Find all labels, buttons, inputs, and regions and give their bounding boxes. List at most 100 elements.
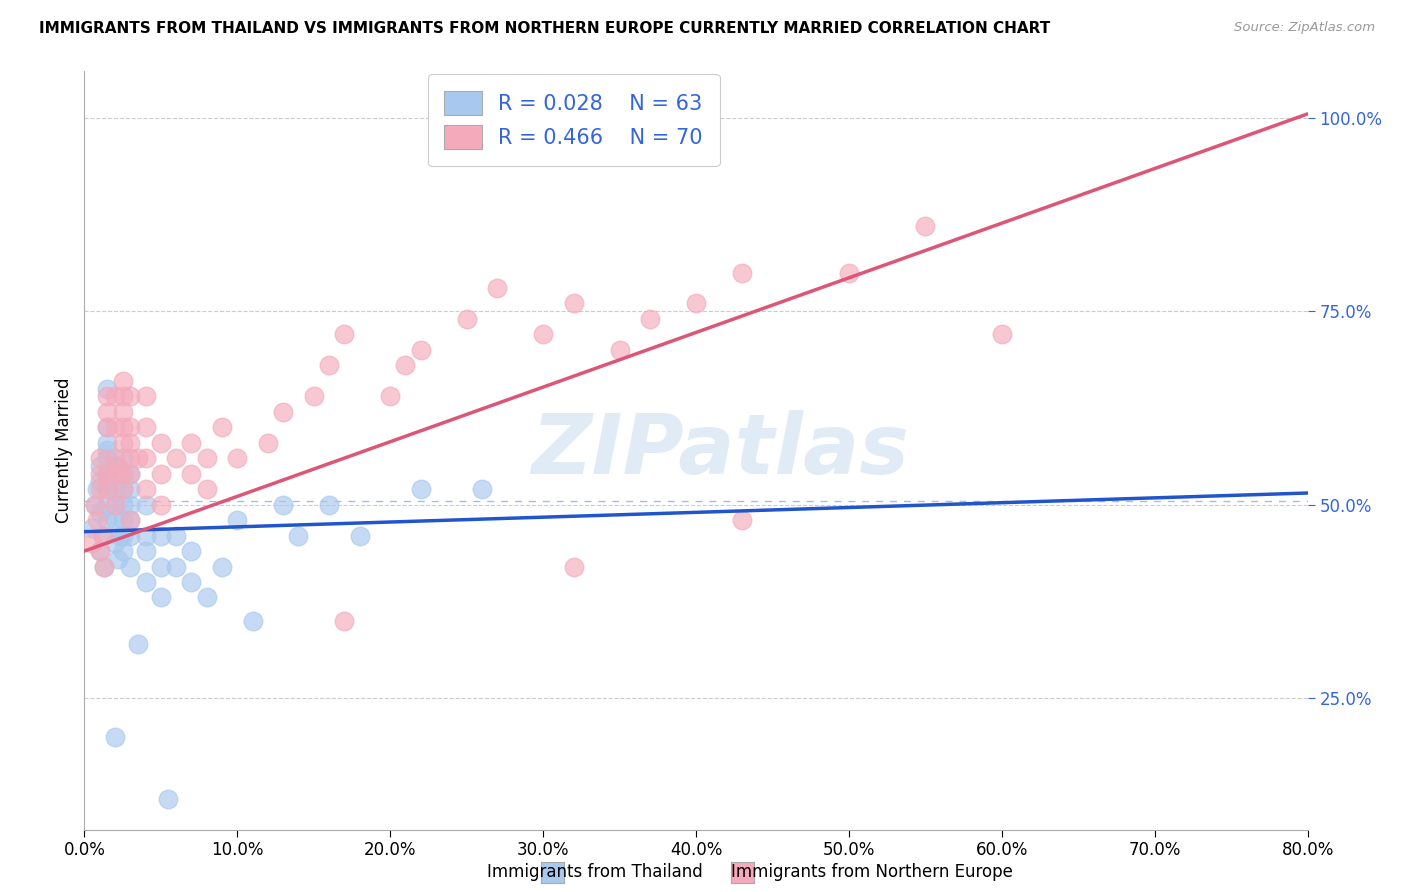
- Point: [302, 389, 325, 403]
- Point: [89, 505, 111, 519]
- Point: [120, 482, 142, 496]
- Point: [120, 513, 142, 527]
- Text: IMMIGRANTS FROM THAILAND VS IMMIGRANTS FROM NORTHERN EUROPE CURRENTLY MARRIED CO: IMMIGRANTS FROM THAILAND VS IMMIGRANTS F…: [39, 21, 1050, 36]
- Point: [104, 482, 127, 496]
- Point: [96, 467, 118, 481]
- Point: [96, 451, 118, 466]
- Point: [104, 498, 127, 512]
- Point: [120, 498, 142, 512]
- Point: [111, 451, 134, 466]
- Point: [96, 443, 118, 458]
- Point: [165, 451, 187, 466]
- Point: [120, 513, 142, 527]
- Point: [135, 482, 157, 496]
- Point: [80, 536, 103, 550]
- Point: [991, 327, 1014, 342]
- Point: [149, 591, 172, 605]
- Point: [107, 551, 129, 566]
- Point: [104, 458, 127, 473]
- Point: [86, 513, 108, 527]
- Point: [135, 420, 157, 434]
- Point: [104, 389, 127, 403]
- Point: [120, 559, 142, 574]
- Point: [914, 219, 936, 233]
- Text: Immigrants from Northern Europe: Immigrants from Northern Europe: [731, 863, 1012, 881]
- Point: [104, 498, 127, 512]
- Point: [111, 405, 134, 419]
- Point: [120, 528, 142, 542]
- Point: [333, 614, 356, 628]
- Point: [89, 467, 111, 481]
- Point: [135, 528, 157, 542]
- Point: [111, 544, 134, 558]
- Y-axis label: Currently Married: Currently Married: [55, 377, 73, 524]
- Point: [211, 420, 233, 434]
- Point: [89, 475, 111, 489]
- Text: ZIPatlas: ZIPatlas: [531, 410, 910, 491]
- Point: [93, 559, 115, 574]
- Point: [226, 451, 249, 466]
- Point: [349, 528, 371, 542]
- Point: [195, 591, 218, 605]
- Point: [242, 614, 264, 628]
- Point: [195, 482, 218, 496]
- Point: [111, 528, 134, 542]
- Point: [165, 559, 187, 574]
- Point: [89, 544, 111, 558]
- Point: [96, 482, 118, 496]
- Point: [120, 467, 142, 481]
- Point: [157, 791, 180, 805]
- Point: [111, 374, 134, 388]
- Point: [96, 475, 118, 489]
- Point: [149, 559, 172, 574]
- Point: [89, 458, 111, 473]
- Point: [149, 498, 172, 512]
- Point: [149, 528, 172, 542]
- Point: [180, 544, 202, 558]
- Point: [104, 420, 127, 434]
- Point: [111, 482, 134, 496]
- Point: [731, 513, 754, 527]
- Point: [638, 312, 661, 326]
- Point: [111, 435, 134, 450]
- Point: [394, 359, 416, 373]
- Point: [271, 498, 294, 512]
- Point: [685, 296, 707, 310]
- Point: [149, 467, 172, 481]
- Point: [120, 467, 142, 481]
- Point: [318, 498, 340, 512]
- Point: [180, 435, 202, 450]
- Point: [165, 528, 187, 542]
- Point: [96, 389, 118, 403]
- Point: [107, 458, 129, 473]
- Point: [120, 389, 142, 403]
- Point: [96, 420, 118, 434]
- Point: [471, 482, 494, 496]
- Point: [195, 451, 218, 466]
- Point: [104, 513, 127, 527]
- Point: [127, 451, 149, 466]
- Point: [80, 521, 103, 535]
- Point: [111, 513, 134, 527]
- Point: [838, 266, 860, 280]
- Point: [111, 420, 134, 434]
- Point: [409, 343, 432, 357]
- Point: [127, 637, 149, 651]
- Point: [135, 544, 157, 558]
- Point: [86, 482, 108, 496]
- Point: [609, 343, 631, 357]
- Point: [96, 382, 118, 396]
- Point: [135, 389, 157, 403]
- Point: [96, 405, 118, 419]
- Point: [135, 498, 157, 512]
- Point: [211, 559, 233, 574]
- Point: [120, 451, 142, 466]
- Point: [531, 327, 554, 342]
- Point: [91, 528, 114, 542]
- Point: [84, 498, 107, 512]
- Point: [84, 498, 107, 512]
- Text: Immigrants from Thailand: Immigrants from Thailand: [488, 863, 703, 881]
- Point: [96, 467, 118, 481]
- Point: [409, 482, 432, 496]
- Point: [104, 730, 127, 744]
